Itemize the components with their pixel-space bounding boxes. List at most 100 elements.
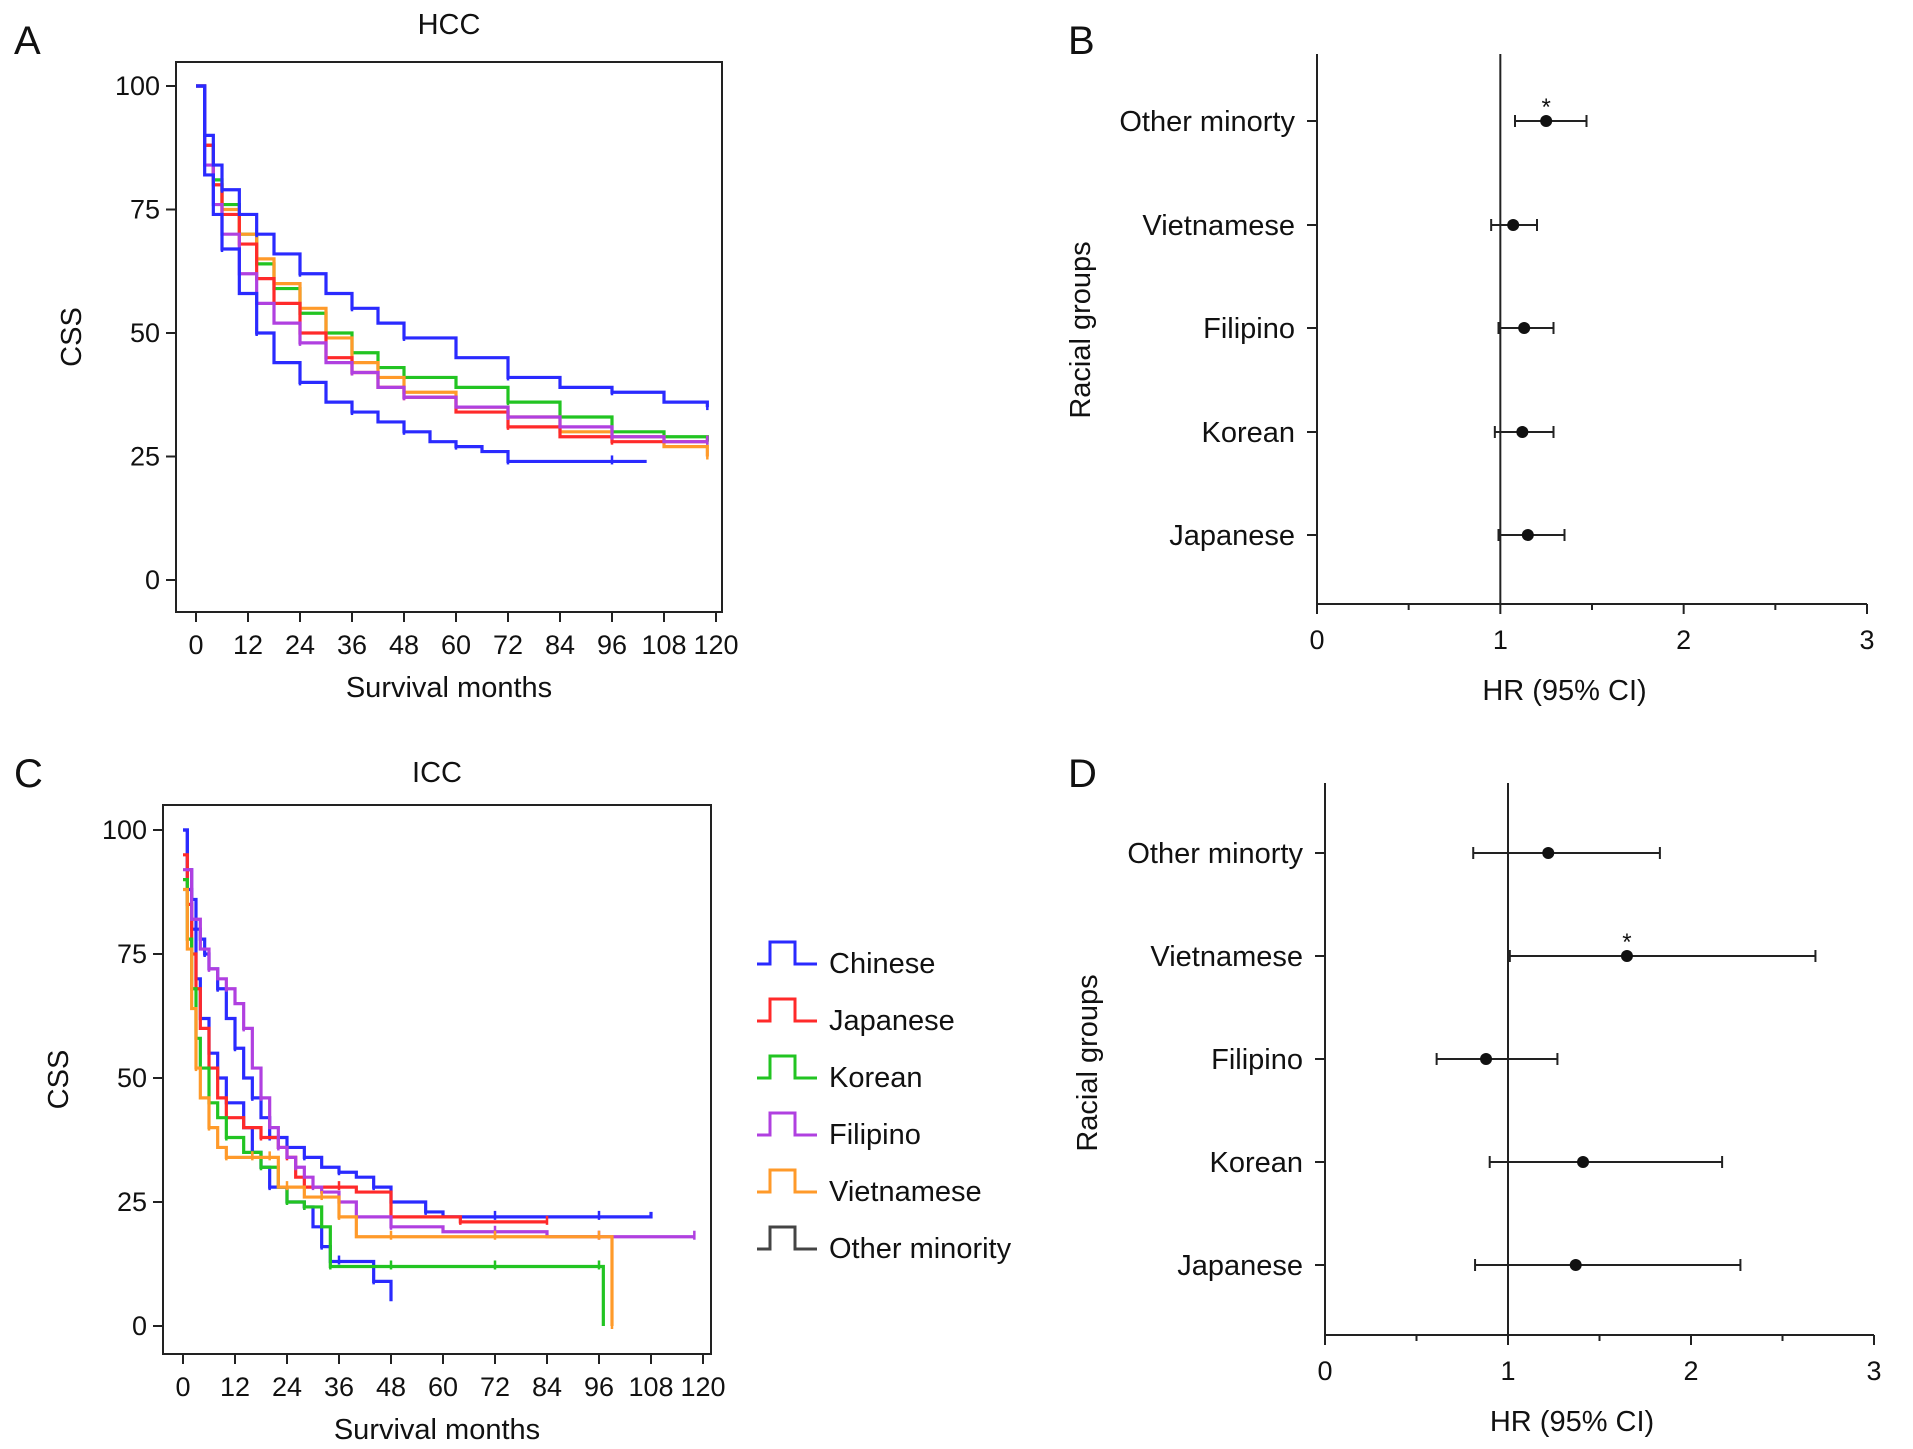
plot-frame <box>162 804 712 1355</box>
x-tick-label: 96 <box>584 1372 614 1402</box>
y-tick-label: 50 <box>117 1063 147 1093</box>
y-tick-label: 50 <box>130 318 160 348</box>
panel-letter: D <box>1068 752 1097 796</box>
y-tick-label: 25 <box>130 442 160 472</box>
x-tick-label: 0 <box>188 630 203 660</box>
hr-point <box>1507 219 1520 231</box>
y-axis-label: CSS <box>43 1050 75 1110</box>
x-tick-label: 72 <box>493 630 523 660</box>
hr-point <box>1569 1259 1582 1271</box>
km-curve-chinese-lower <box>196 84 647 464</box>
significance-marker: * <box>1541 94 1550 121</box>
x-tick-label: 24 <box>285 630 315 660</box>
y-tick-label: 100 <box>102 815 147 845</box>
hr-point <box>1542 847 1555 859</box>
x-tick-label: 3 <box>1866 1356 1881 1386</box>
x-tick-label: 0 <box>1317 1356 1332 1386</box>
legend: Chinese Japanese Korean Filipino Vietnamese O… <box>757 940 1012 1265</box>
chart-title: ICC <box>412 757 462 789</box>
legend-swatch <box>757 940 817 966</box>
panel-letter: C <box>14 752 43 796</box>
legend-label: Chinese <box>829 948 935 980</box>
legend-label: Japanese <box>829 1005 955 1037</box>
x-tick-label: 12 <box>233 630 263 660</box>
x-tick-label: 96 <box>597 630 627 660</box>
km-panel-a: A HCC 0 25 50 75 100 0 12 24 36 48 60 72 84 96 108 120 Sur… <box>14 9 739 704</box>
legend-swatch <box>757 1168 817 1194</box>
x-tick-label: 2 <box>1676 625 1691 655</box>
category-label: Other minorty <box>1119 106 1295 138</box>
legend-swatch <box>757 1111 817 1137</box>
y-tick-label: 0 <box>145 565 160 595</box>
panel-letter: B <box>1068 19 1095 63</box>
category-label: Filipino <box>1203 313 1295 345</box>
y-axis-label: Racial groups <box>1065 241 1097 418</box>
legend-label: Filipino <box>829 1119 921 1151</box>
legend-swatch <box>757 997 817 1023</box>
y-tick-label: 75 <box>117 939 147 969</box>
x-tick-label: 12 <box>220 1372 250 1402</box>
x-tick-label: 84 <box>545 630 575 660</box>
x-axis-label: HR (95% CI) <box>1490 1406 1654 1438</box>
km-curve-vietnamese <box>183 887 614 1326</box>
legend-label: Other minority <box>829 1233 1012 1265</box>
category-label: Korean <box>1209 1147 1303 1179</box>
x-tick-label: 48 <box>389 630 419 660</box>
hr-point <box>1516 426 1529 438</box>
category-label: Korean <box>1201 417 1295 449</box>
x-tick-label: 60 <box>441 630 471 660</box>
forest-panel-b: B 0 1 2 3 HR (95% CI) Racial groups Other minor… <box>1065 19 1875 707</box>
km-curve-japanese <box>183 853 547 1224</box>
x-tick-label: 84 <box>532 1372 562 1402</box>
legend-label: Vietnamese <box>829 1176 982 1208</box>
significance-marker: * <box>1622 929 1631 956</box>
km-panel-c: C ICC 0 25 50 75 100 0 12 24 36 48 60 72 84 96 108 120 Sur… <box>14 752 726 1446</box>
panel-letter: A <box>14 19 41 63</box>
x-tick-label: 120 <box>693 630 738 660</box>
x-tick-label: 72 <box>480 1372 510 1402</box>
x-axis-label: Survival months <box>346 672 552 704</box>
x-tick-label: 48 <box>376 1372 406 1402</box>
x-tick-label: 60 <box>428 1372 458 1402</box>
x-tick-label: 0 <box>1309 625 1324 655</box>
km-curve-chinese-upper <box>196 84 709 408</box>
category-label: Japanese <box>1169 520 1295 552</box>
category-label: Japanese <box>1177 1250 1303 1282</box>
km-curve-chinese-lower <box>183 828 393 1302</box>
legend-swatch <box>757 1054 817 1080</box>
x-tick-label: 108 <box>628 1372 673 1402</box>
hr-point <box>1577 1156 1590 1168</box>
y-axis-label: Racial groups <box>1072 974 1104 1151</box>
x-tick-label: 2 <box>1683 1356 1698 1386</box>
x-axis-label: HR (95% CI) <box>1482 675 1646 707</box>
y-axis-label: CSS <box>56 307 88 367</box>
y-tick-label: 25 <box>117 1187 147 1217</box>
x-tick-label: 120 <box>680 1372 725 1402</box>
hr-point <box>1620 950 1633 962</box>
x-tick-label: 24 <box>272 1372 302 1402</box>
x-tick-label: 3 <box>1859 625 1874 655</box>
hr-point <box>1518 322 1531 334</box>
legend-swatch <box>757 1225 817 1251</box>
category-label: Vietnamese <box>1150 941 1303 973</box>
km-curve-filipino <box>183 868 695 1239</box>
hr-point <box>1480 1053 1493 1065</box>
category-label: Other minorty <box>1127 838 1303 870</box>
plot-frame <box>175 61 723 613</box>
y-tick-label: 0 <box>132 1311 147 1341</box>
x-tick-label: 108 <box>641 630 686 660</box>
legend-label: Korean <box>829 1062 923 1094</box>
forest-panel-d: D 0 1 2 3 HR (95% CI) Racial groups Other minor… <box>1068 752 1882 1438</box>
x-tick-label: 1 <box>1493 625 1508 655</box>
chart-title: HCC <box>418 9 481 41</box>
x-tick-label: 36 <box>324 1372 354 1402</box>
category-label: Vietnamese <box>1142 210 1295 242</box>
hr-point <box>1521 529 1534 541</box>
x-axis-label: Survival months <box>334 1414 540 1446</box>
hr-point <box>1540 115 1553 127</box>
x-tick-label: 36 <box>337 630 367 660</box>
km-curve-korean <box>183 878 605 1326</box>
km-curve-vietnamese <box>196 84 709 457</box>
category-label: Filipino <box>1211 1044 1303 1076</box>
